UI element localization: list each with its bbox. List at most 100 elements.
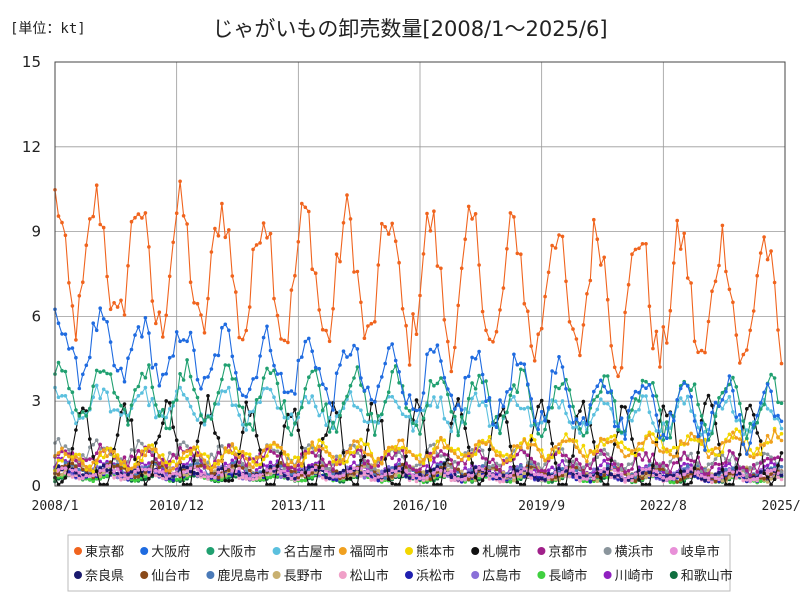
data-point	[164, 399, 168, 403]
data-point	[254, 468, 259, 472]
data-point	[227, 468, 231, 473]
data-point	[654, 437, 659, 442]
data-point	[453, 469, 457, 474]
data-point	[199, 421, 203, 425]
data-point	[310, 475, 315, 480]
data-point	[362, 470, 367, 475]
data-point	[609, 458, 613, 463]
data-point	[755, 273, 759, 278]
data-point	[755, 431, 759, 435]
data-point	[682, 469, 686, 474]
data-point	[244, 463, 248, 468]
data-point	[88, 474, 92, 478]
data-point	[477, 439, 481, 444]
data-point	[439, 463, 443, 467]
data-point	[240, 337, 245, 342]
data-point	[70, 346, 75, 350]
data-point	[147, 245, 151, 249]
data-point	[466, 473, 471, 477]
data-point	[668, 470, 673, 474]
data-point	[373, 400, 377, 404]
data-point	[275, 372, 280, 376]
data-point	[300, 461, 304, 466]
data-point	[324, 475, 328, 480]
data-point	[272, 395, 276, 400]
data-point	[748, 473, 752, 478]
data-point	[369, 478, 374, 482]
data-point	[216, 402, 221, 406]
data-point	[261, 335, 266, 340]
data-point	[320, 327, 325, 332]
data-point	[602, 467, 606, 471]
data-point	[599, 452, 603, 456]
data-point	[602, 458, 606, 463]
data-point	[366, 459, 370, 463]
data-point	[185, 473, 189, 478]
data-point	[414, 456, 419, 461]
legend-label: 広島市	[482, 568, 521, 584]
data-point	[619, 472, 624, 476]
data-point	[247, 457, 252, 461]
data-point	[623, 437, 627, 441]
data-point	[738, 413, 742, 417]
data-point	[230, 468, 235, 473]
data-point	[459, 408, 464, 412]
data-point	[359, 437, 363, 442]
data-point	[407, 464, 412, 469]
data-point	[484, 403, 488, 408]
data-point	[143, 211, 148, 215]
data-point	[762, 235, 766, 239]
data-point	[633, 247, 638, 252]
data-point	[334, 252, 339, 256]
data-point	[758, 452, 763, 457]
data-point	[612, 365, 617, 370]
data-point	[442, 318, 447, 322]
data-point	[251, 409, 255, 414]
data-point	[459, 478, 464, 482]
data-point	[553, 371, 558, 375]
data-point	[765, 475, 770, 479]
data-point	[532, 438, 537, 442]
data-point	[70, 304, 75, 308]
data-point	[77, 386, 82, 391]
data-point	[237, 404, 241, 408]
data-point	[195, 458, 200, 463]
data-point	[147, 403, 151, 408]
data-point	[661, 450, 666, 454]
data-point	[307, 465, 311, 469]
data-point	[352, 450, 356, 455]
data-point	[258, 476, 262, 480]
data-point	[421, 470, 426, 474]
data-point	[167, 426, 172, 431]
data-point	[418, 453, 422, 457]
data-point	[592, 389, 596, 394]
data-point	[477, 263, 481, 267]
data-point	[234, 403, 238, 408]
data-point	[91, 473, 95, 478]
data-point	[463, 407, 468, 411]
data-point	[383, 469, 388, 473]
data-point	[366, 464, 370, 469]
data-point	[532, 418, 537, 423]
data-point	[539, 476, 544, 481]
data-point	[581, 465, 586, 470]
data-point	[425, 352, 429, 357]
data-point	[480, 448, 485, 453]
data-point	[167, 407, 172, 411]
data-point	[192, 458, 196, 463]
data-point	[605, 457, 610, 462]
data-point	[623, 478, 627, 482]
data-point	[487, 424, 492, 428]
data-point	[94, 438, 99, 443]
data-point	[247, 473, 252, 477]
data-point	[105, 274, 109, 279]
data-point	[543, 471, 547, 476]
data-point	[769, 460, 773, 465]
data-point	[129, 418, 134, 422]
data-point	[654, 440, 659, 445]
data-point	[223, 478, 228, 483]
data-point	[376, 475, 381, 479]
data-point	[578, 450, 582, 454]
data-point	[508, 480, 513, 484]
data-point	[633, 409, 638, 414]
